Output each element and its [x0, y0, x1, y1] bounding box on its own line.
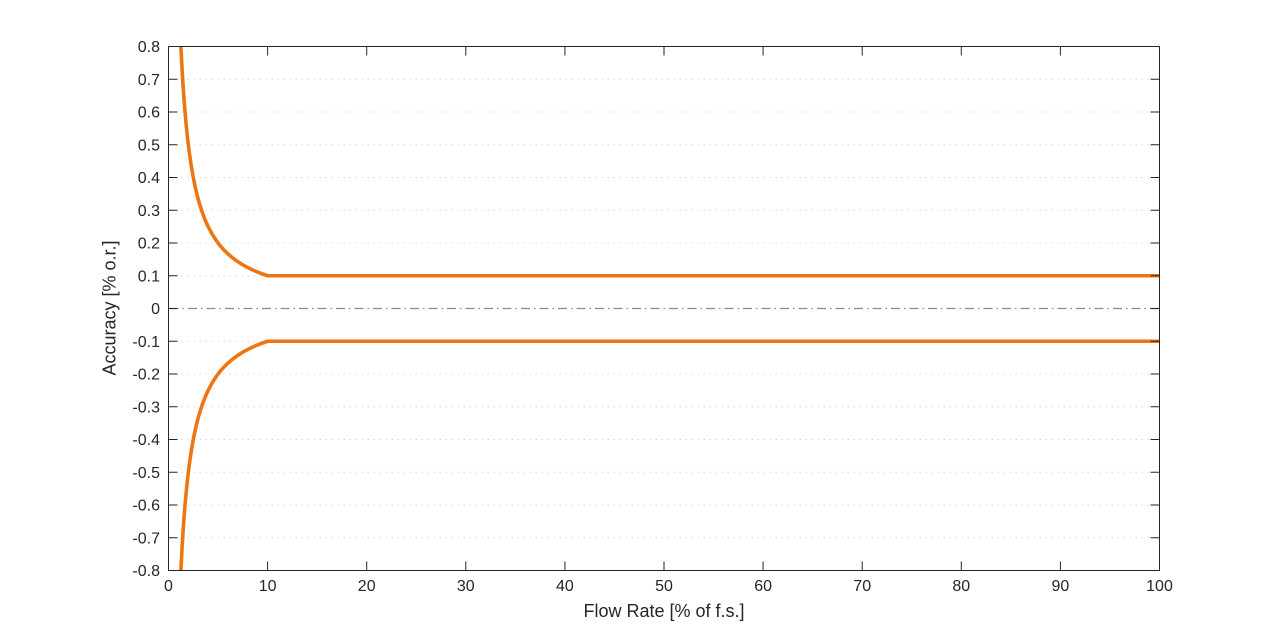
- x-tick-label: 40: [556, 578, 574, 595]
- x-tick-label: 50: [655, 578, 673, 595]
- x-tick-label: 80: [952, 578, 970, 595]
- y-tick-label: -0.5: [132, 465, 160, 482]
- y-tick-label: 0.4: [138, 170, 160, 187]
- y-tick-label: -0.3: [132, 399, 160, 416]
- y-tick-label: -0.7: [132, 530, 160, 547]
- y-tick-label: 0: [151, 301, 160, 318]
- y-tick-label: -0.4: [132, 432, 160, 449]
- x-tick-label: 90: [1052, 578, 1070, 595]
- y-tick-label: -0.8: [132, 563, 160, 580]
- y-tick-label: -0.1: [132, 334, 160, 351]
- y-tick-label: 0.8: [138, 39, 160, 56]
- x-tick-label: 20: [358, 578, 376, 595]
- y-tick-label: 0.7: [138, 72, 160, 89]
- x-tick-label: 10: [259, 578, 277, 595]
- series-upper-accuracy-limit: [179, 46, 1160, 278]
- series-lower-accuracy-limit: [179, 339, 1160, 571]
- x-axis-title: Flow Rate [% of f.s.]: [583, 601, 745, 621]
- y-tick-label: 0.2: [138, 236, 160, 253]
- x-tick-label: 70: [853, 578, 871, 595]
- x-tick-label: 100: [1146, 578, 1173, 595]
- y-tick-label: 0.6: [138, 105, 160, 122]
- x-tick-label: 60: [754, 578, 772, 595]
- y-tick-label: -0.2: [132, 367, 160, 384]
- y-tick-label: 0.5: [138, 137, 160, 154]
- y-tick-label: 0.1: [138, 268, 160, 285]
- x-tick-label: 0: [164, 578, 173, 595]
- y-axis-title: Accuracy [% o.r.]: [99, 240, 120, 376]
- x-tick-label: 30: [457, 578, 475, 595]
- y-tick-label: 0.3: [138, 203, 160, 220]
- y-tick-label: -0.6: [132, 498, 160, 515]
